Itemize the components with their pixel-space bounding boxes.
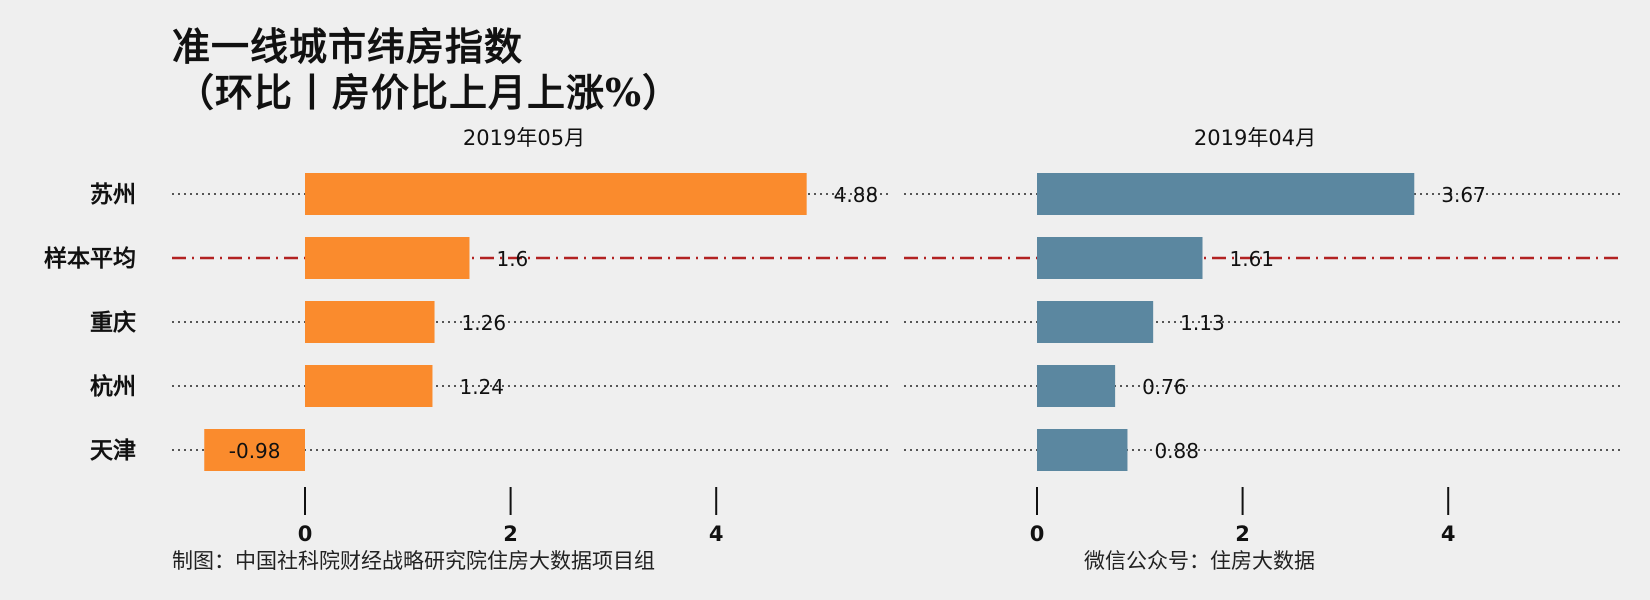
- bar: [1037, 301, 1154, 343]
- chart-title: 准一线城市纬房指数: [172, 24, 524, 69]
- axis-tick-label: 2: [1235, 522, 1250, 546]
- category-label: 杭州: [90, 373, 136, 400]
- axis-tick-label: 0: [298, 522, 313, 546]
- category-label: 样本平均: [44, 245, 136, 272]
- panel-title-april: 2019年04月: [1193, 126, 1317, 150]
- bar: [305, 301, 435, 343]
- value-label: -0.98: [229, 439, 281, 463]
- bar: [1037, 237, 1203, 279]
- value-label: 3.67: [1441, 183, 1486, 207]
- bar: [1037, 173, 1415, 215]
- bar: [305, 365, 433, 407]
- value-label: 4.88: [834, 183, 879, 207]
- value-label: 1.13: [1180, 311, 1225, 335]
- bar: [305, 173, 807, 215]
- category-label: 重庆: [90, 309, 136, 336]
- panel-title-may: 2019年05月: [462, 126, 586, 150]
- bar: [305, 237, 470, 279]
- bar: [204, 429, 305, 471]
- axis-tick-label: 0: [1030, 522, 1045, 546]
- axis-tick-label: 4: [1441, 522, 1456, 546]
- axis-tick-label: 4: [709, 522, 724, 546]
- axis-tick-label: 2: [503, 522, 518, 546]
- chart-subtitle: （环比丨房价比上月上涨%）: [176, 70, 682, 115]
- bar: [1037, 429, 1128, 471]
- category-label: 天津: [90, 437, 136, 464]
- value-label: 1.24: [459, 375, 504, 399]
- footer-wechat: 微信公众号：住房大数据: [1084, 549, 1315, 573]
- value-label: 1.26: [462, 311, 507, 335]
- value-label: 0.76: [1142, 375, 1187, 399]
- value-label: 0.88: [1154, 439, 1199, 463]
- value-label: 1.6: [496, 247, 528, 271]
- bar: [1037, 365, 1116, 407]
- footer-credit: 制图：中国社科院财经战略研究院住房大数据项目组: [172, 549, 655, 573]
- value-label: 1.61: [1230, 247, 1275, 271]
- category-label: 苏州: [90, 181, 136, 208]
